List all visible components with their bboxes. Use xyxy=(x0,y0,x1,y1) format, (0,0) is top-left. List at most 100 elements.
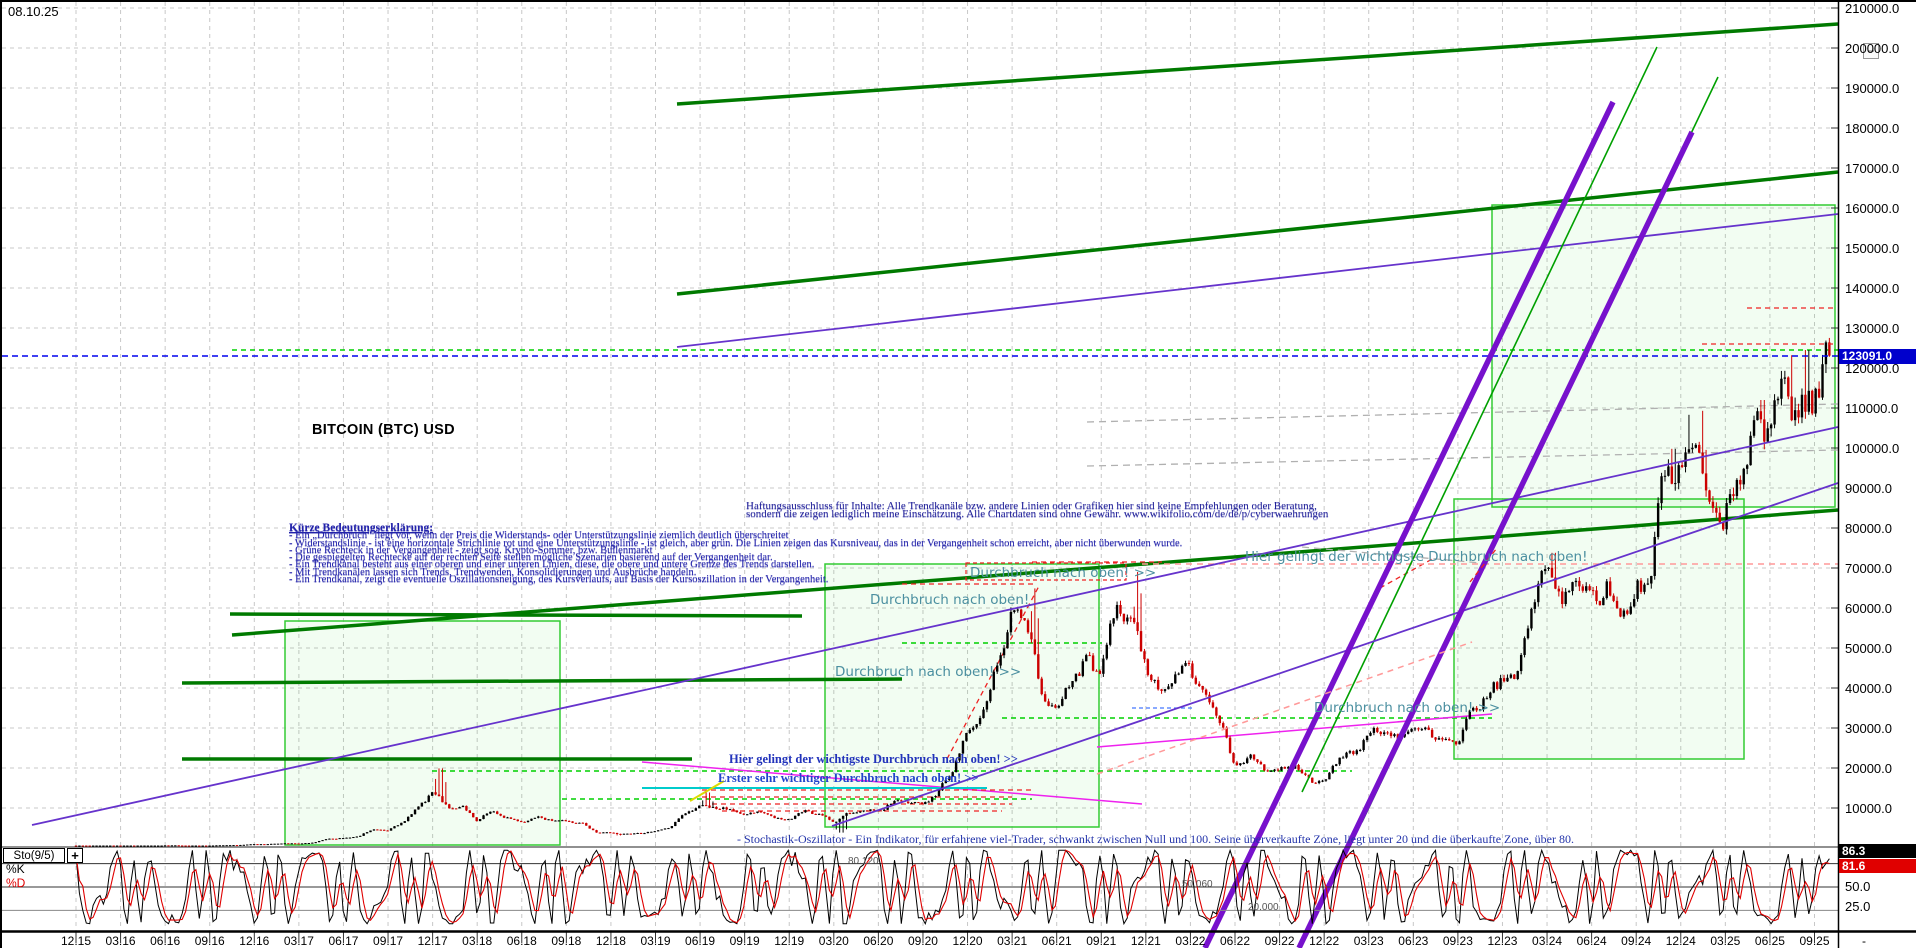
price-axis-label: 40000.0 xyxy=(1845,680,1892,696)
price-axis-label: 70000.0 xyxy=(1845,560,1892,576)
collapse-indicator-button[interactable]: − xyxy=(1863,43,1879,59)
oscillator-axis-label-50: 50.0 xyxy=(1845,879,1871,894)
trendline-top-layer xyxy=(2,46,1839,948)
price-axis-label: 140000.0 xyxy=(1845,280,1900,296)
annotation-first-breakout: Erster sehr wichtiger Durchbruch nach ob… xyxy=(718,771,979,785)
explanation-line: - Ein Trendkanal besteht aus einer obere… xyxy=(289,559,815,571)
explanation-line: - Widerstandslinie - ist eine horizontal… xyxy=(289,537,1183,549)
time-axis-label: 06.22 xyxy=(1219,934,1251,948)
time-axis-label: 03.24 xyxy=(1532,934,1563,948)
time-axis-label: 12.22 xyxy=(1309,934,1340,948)
oscillator-axis-label-25: 25.0 xyxy=(1845,899,1871,914)
price-axis-label: 100000.0 xyxy=(1845,440,1900,456)
annotation-key-breakout: Hier gelingt der wichtigste Durchbruch n… xyxy=(729,752,1018,766)
time-axis-label: 06.21 xyxy=(1041,934,1072,948)
oscillator-level-label-20: 20.000 xyxy=(1248,902,1279,913)
explanation-line: - Die gespiegelten Rechtecke auf der rec… xyxy=(289,552,773,564)
price-axis-label: 90000.0 xyxy=(1845,480,1892,496)
price-axis-label: 170000.0 xyxy=(1845,160,1900,176)
explanation-block: Kürze Bedeutungserklärung: - Ein „Durchb… xyxy=(289,522,1183,586)
time-axis-label: 06.20 xyxy=(863,934,894,948)
time-axis-label: 03.20 xyxy=(818,934,849,948)
oscillator-k-value-tag: 86.3 xyxy=(1839,844,1916,858)
price-axis-label: 60000.0 xyxy=(1845,600,1892,616)
explanation-line: - Mit Trendkanälen lassen sich Trends, T… xyxy=(289,566,697,578)
price-axis-label: 110000.0 xyxy=(1845,400,1899,416)
oscillator-level-label-80: 80.120 xyxy=(848,856,879,867)
price-axis-label: 50000.0 xyxy=(1845,640,1892,656)
price-axis-label: 10000.0 xyxy=(1845,800,1892,816)
price-axis-label: 180000.0 xyxy=(1845,120,1900,136)
time-axis-label: 03.23 xyxy=(1353,934,1384,948)
annotation-breakout-main: Hier gelingt der wichtigste Durchbruch n… xyxy=(1245,549,1588,565)
oscillator-series xyxy=(2,848,1838,926)
explanation-line: - Ein „Durchbruch“ liegt vor, wenn der P… xyxy=(289,530,789,542)
time-axis-label: 06.24 xyxy=(1576,934,1607,948)
explanation-line: - Ein Trendkanal, zeigt die eventuelle O… xyxy=(289,574,829,586)
price-axis-label: 210000.0 xyxy=(1845,0,1900,16)
price-axis-label: 190000.0 xyxy=(1845,80,1900,96)
time-axis-label: 06.16 xyxy=(150,934,181,948)
time-axis-label: 12.21 xyxy=(1130,934,1161,948)
trendline-layer xyxy=(181,22,1839,812)
time-axis-label: 12.20 xyxy=(952,934,983,948)
time-axis-label: 06.23 xyxy=(1398,934,1429,948)
time-axis-overflow-label: - xyxy=(1862,934,1866,948)
time-axis-label: 06.25 xyxy=(1754,934,1785,948)
time-axis-label: 09.16 xyxy=(194,934,225,948)
disclaimer-line: Haftungsausschluss für Inhalte: Alle Tre… xyxy=(746,500,1317,512)
k-series-label: %K xyxy=(6,862,25,876)
time-axis-label: 09.17 xyxy=(373,934,404,948)
grid-layer xyxy=(2,2,1838,931)
time-axis-label: 09.21 xyxy=(1086,934,1117,948)
time-axis-label: 09.20 xyxy=(907,934,938,948)
time-axis-label: 06.17 xyxy=(328,934,359,948)
time-axis-label: 09.18 xyxy=(551,934,582,948)
price-axis-label: 20000.0 xyxy=(1845,760,1892,776)
time-axis-label: 03.21 xyxy=(997,934,1028,948)
annotation-breakout-4: Durchbruch nach oben! >> xyxy=(1314,700,1501,716)
oscillator-level-label-50: 50.060 xyxy=(1182,879,1213,890)
price-axis-label: 120000.0 xyxy=(1845,360,1900,376)
annotation-breakout-1: Durchbruch nach oben! xyxy=(870,592,1030,608)
candlestick-series xyxy=(74,337,1831,847)
time-axis-label: 09.25 xyxy=(1799,934,1830,948)
oscillator-d-value-tag: 81.6 xyxy=(1839,859,1916,873)
disclaimer-block: Haftungsausschluss für Inhalte: Alle Tre… xyxy=(746,500,1328,519)
time-axis-label: 03.22 xyxy=(1175,934,1206,948)
add-indicator-button[interactable]: + xyxy=(67,848,83,863)
time-axis-label: 12.23 xyxy=(1487,934,1518,948)
annotation-breakout-3: Durchbruch nach oben! >> xyxy=(835,664,1022,680)
time-axis-label: 03.18 xyxy=(462,934,493,948)
time-axis-label: 09.24 xyxy=(1621,934,1652,948)
time-axis-label: 09.23 xyxy=(1442,934,1473,948)
price-axis-label: 150000.0 xyxy=(1845,240,1900,256)
time-axis-label: 12.19 xyxy=(774,934,805,948)
time-axis-label: 12.18 xyxy=(595,934,626,948)
price-axis-label: 130000.0 xyxy=(1845,320,1900,336)
current-price-tag: 123091.0 xyxy=(1839,349,1916,364)
explanation-heading: Kürze Bedeutungserklärung: xyxy=(289,522,434,534)
time-axis-label: 12.17 xyxy=(417,934,448,948)
price-axis-label: 80000.0 xyxy=(1845,520,1892,536)
time-axis-label: 12.16 xyxy=(239,934,270,948)
annotation-breakout-2: Durchbruch nach oben! >> xyxy=(970,565,1157,581)
date-label: 08.10.25 xyxy=(8,4,59,19)
time-axis-label: 12.15 xyxy=(60,934,92,948)
time-axis-label: 09.19 xyxy=(729,934,760,948)
explanation-line: - Grüne Rechteck in der Vergangenheit - … xyxy=(289,544,653,556)
indicator-settings-button[interactable]: Sto(9/5) xyxy=(3,848,65,863)
time-axis-label: 12.24 xyxy=(1665,934,1696,948)
chart-title: BITCOIN (BTC) USD xyxy=(312,422,455,438)
time-axis-label: 06.18 xyxy=(506,934,537,948)
time-axis-label: 03.17 xyxy=(283,934,314,948)
time-axis-label: 06.19 xyxy=(685,934,716,948)
d-series-label: %D xyxy=(6,876,26,890)
oscillator-description: - Stochastik-Oszillator - Ein Indikator,… xyxy=(737,832,1574,846)
price-axis-label: 160000.0 xyxy=(1845,200,1900,216)
time-axis-label: 03.25 xyxy=(1710,934,1741,948)
time-axis-label: 03.19 xyxy=(640,934,671,948)
